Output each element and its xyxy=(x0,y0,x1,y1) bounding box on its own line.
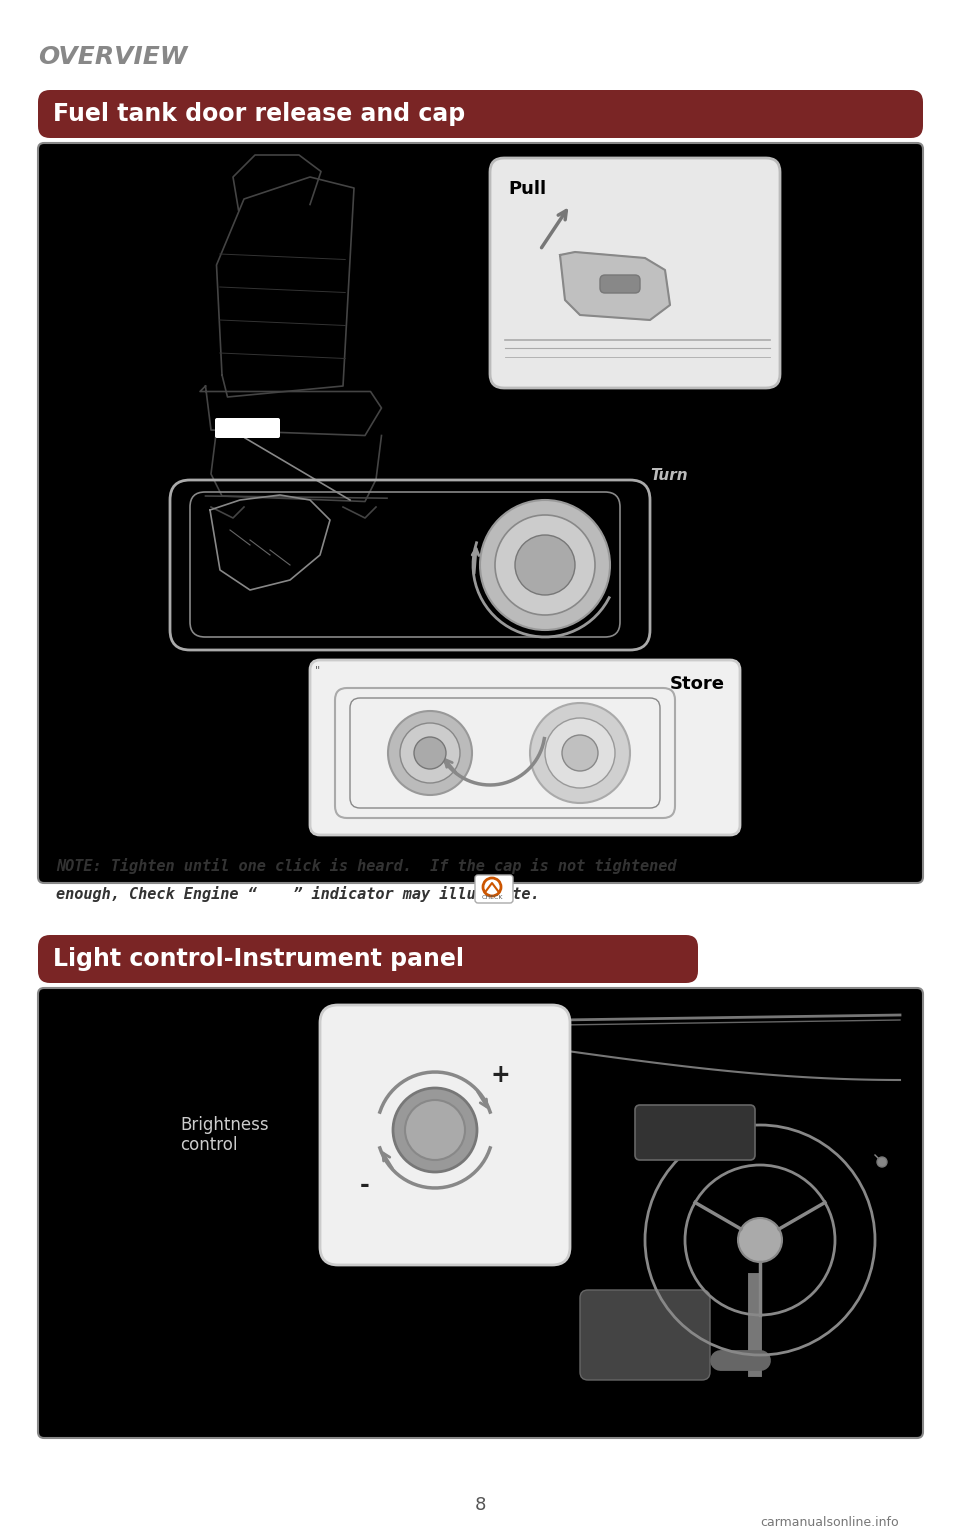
Circle shape xyxy=(393,1087,477,1172)
FancyBboxPatch shape xyxy=(475,876,513,903)
Text: OVERVIEW: OVERVIEW xyxy=(38,45,187,69)
FancyBboxPatch shape xyxy=(580,1290,710,1379)
Circle shape xyxy=(414,737,446,770)
Circle shape xyxy=(738,1218,782,1263)
Text: Light control-Instrument panel: Light control-Instrument panel xyxy=(53,948,464,971)
Circle shape xyxy=(530,703,630,803)
FancyBboxPatch shape xyxy=(215,418,280,438)
Polygon shape xyxy=(560,252,670,319)
Text: Brightness
control: Brightness control xyxy=(180,1115,269,1155)
Text: Turn: Turn xyxy=(650,468,687,482)
FancyBboxPatch shape xyxy=(490,158,780,389)
FancyBboxPatch shape xyxy=(38,91,923,138)
Circle shape xyxy=(388,711,472,796)
Text: Pull: Pull xyxy=(508,180,546,198)
FancyBboxPatch shape xyxy=(40,991,921,1436)
Circle shape xyxy=(405,1100,465,1160)
FancyBboxPatch shape xyxy=(600,275,640,293)
Circle shape xyxy=(495,515,595,614)
Circle shape xyxy=(877,1157,887,1167)
Text: +: + xyxy=(491,1063,510,1087)
FancyBboxPatch shape xyxy=(40,455,921,660)
Text: Fuel tank door release and cap: Fuel tank door release and cap xyxy=(53,101,466,126)
FancyBboxPatch shape xyxy=(310,660,740,836)
FancyBboxPatch shape xyxy=(635,1104,755,1160)
Circle shape xyxy=(515,535,575,594)
Text: Store: Store xyxy=(670,674,725,693)
Text: carmanualsonline.info: carmanualsonline.info xyxy=(760,1516,900,1528)
Text: 8: 8 xyxy=(474,1496,486,1514)
Text: enough, Check Engine “    ” indicator may illuminate.: enough, Check Engine “ ” indicator may i… xyxy=(56,886,540,902)
FancyBboxPatch shape xyxy=(40,144,921,565)
Text: ": " xyxy=(315,665,321,674)
Circle shape xyxy=(480,501,610,630)
FancyBboxPatch shape xyxy=(38,143,923,883)
FancyBboxPatch shape xyxy=(320,1005,570,1266)
Text: -: - xyxy=(360,1174,370,1197)
Circle shape xyxy=(545,717,615,788)
FancyBboxPatch shape xyxy=(38,935,698,983)
FancyBboxPatch shape xyxy=(38,988,923,1438)
Circle shape xyxy=(562,736,598,771)
Text: NOTE: Tighten until one click is heard.  If the cap is not tightened: NOTE: Tighten until one click is heard. … xyxy=(56,859,677,874)
Text: CHECK: CHECK xyxy=(481,895,503,900)
Circle shape xyxy=(400,723,460,783)
